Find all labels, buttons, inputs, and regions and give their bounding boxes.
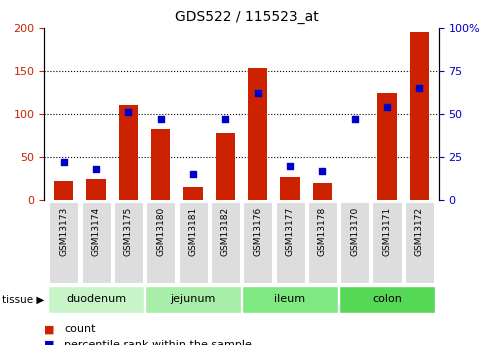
Text: count: count xyxy=(64,325,96,334)
Text: GSM13172: GSM13172 xyxy=(415,207,424,256)
Bar xyxy=(405,202,434,283)
Point xyxy=(60,159,68,165)
Bar xyxy=(81,202,110,283)
Bar xyxy=(86,179,106,200)
Text: ■: ■ xyxy=(44,325,55,334)
Text: GSM13171: GSM13171 xyxy=(383,207,391,256)
Text: tissue ▶: tissue ▶ xyxy=(2,294,45,304)
Bar xyxy=(54,181,73,200)
Point xyxy=(157,116,165,122)
Text: GSM13181: GSM13181 xyxy=(189,207,198,256)
Text: GSM13180: GSM13180 xyxy=(156,207,165,256)
Bar xyxy=(183,187,203,200)
Bar xyxy=(146,202,176,283)
Text: duodenum: duodenum xyxy=(66,294,126,304)
Bar xyxy=(114,202,143,283)
Point xyxy=(92,166,100,172)
Bar xyxy=(145,286,241,313)
Bar xyxy=(151,129,171,200)
Point xyxy=(124,109,132,115)
Point xyxy=(189,171,197,177)
Bar xyxy=(276,202,305,283)
Text: GSM13170: GSM13170 xyxy=(350,207,359,256)
Text: GSM13182: GSM13182 xyxy=(221,207,230,256)
Bar xyxy=(49,202,78,283)
Point xyxy=(318,168,326,174)
Bar xyxy=(178,202,208,283)
Bar xyxy=(281,177,300,200)
Point xyxy=(286,163,294,168)
Bar xyxy=(308,202,337,283)
Text: GDS522 / 115523_at: GDS522 / 115523_at xyxy=(175,10,318,24)
Bar xyxy=(216,133,235,200)
Point xyxy=(383,104,391,110)
Bar xyxy=(313,183,332,200)
Bar xyxy=(243,202,272,283)
Point xyxy=(351,116,359,122)
Text: percentile rank within the sample: percentile rank within the sample xyxy=(64,340,252,345)
Bar xyxy=(340,202,369,283)
Text: GSM13178: GSM13178 xyxy=(318,207,327,256)
Bar xyxy=(377,93,397,200)
Text: GSM13175: GSM13175 xyxy=(124,207,133,256)
Text: ileum: ileum xyxy=(275,294,306,304)
Bar xyxy=(373,202,402,283)
Bar xyxy=(242,286,338,313)
Bar xyxy=(248,68,267,200)
Bar xyxy=(48,286,144,313)
Text: colon: colon xyxy=(372,294,402,304)
Bar xyxy=(119,105,138,200)
Text: jejunum: jejunum xyxy=(171,294,216,304)
Text: GSM13177: GSM13177 xyxy=(285,207,294,256)
Point xyxy=(254,90,262,96)
Text: ■: ■ xyxy=(44,340,55,345)
Point xyxy=(221,116,229,122)
Bar xyxy=(410,32,429,200)
Text: GSM13174: GSM13174 xyxy=(92,207,101,256)
Text: GSM13176: GSM13176 xyxy=(253,207,262,256)
Bar xyxy=(339,286,435,313)
Point xyxy=(416,85,423,91)
Bar xyxy=(211,202,240,283)
Text: GSM13173: GSM13173 xyxy=(59,207,68,256)
